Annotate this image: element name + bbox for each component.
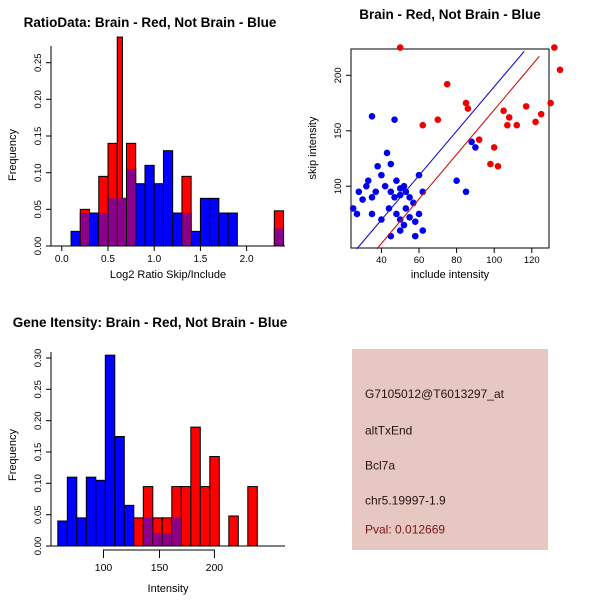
svg-text:include intensity: include intensity	[411, 269, 490, 281]
svg-text:Gene Itensity: Brain - Red, No: Gene Itensity: Brain - Red, Not Brain - …	[13, 315, 288, 330]
svg-text:150: 150	[151, 562, 169, 574]
svg-text:Bcl7a: Bcl7a	[365, 459, 395, 473]
svg-text:120: 120	[524, 255, 540, 266]
svg-text:0.20: 0.20	[33, 411, 44, 430]
svg-text:40: 40	[376, 255, 387, 266]
svg-text:0.05: 0.05	[33, 505, 44, 524]
svg-text:0.25: 0.25	[33, 53, 44, 71]
svg-text:2.0: 2.0	[240, 254, 254, 265]
svg-text:Brain - Red, Not Brain - Blue: Brain - Red, Not Brain - Blue	[359, 7, 541, 22]
svg-text:altTxEnd: altTxEnd	[365, 424, 412, 438]
svg-text:0.20: 0.20	[33, 90, 44, 109]
svg-text:100: 100	[333, 178, 344, 194]
svg-text:Frequency: Frequency	[7, 129, 19, 181]
svg-text:100: 100	[95, 562, 113, 574]
svg-text:60: 60	[414, 255, 425, 266]
svg-text:Pval: 0.012669: Pval: 0.012669	[365, 523, 445, 537]
svg-text:Intensity: Intensity	[148, 583, 189, 595]
svg-text:0.30: 0.30	[33, 349, 44, 368]
svg-text:0.10: 0.10	[33, 474, 44, 493]
svg-text:150: 150	[333, 123, 344, 139]
svg-text:0.15: 0.15	[33, 127, 44, 146]
svg-text:80: 80	[451, 255, 462, 266]
svg-text:0.0: 0.0	[55, 254, 69, 265]
svg-text:200: 200	[333, 67, 344, 83]
svg-text:0.10: 0.10	[33, 163, 44, 182]
svg-text:0.00: 0.00	[33, 537, 44, 556]
svg-text:0.25: 0.25	[33, 380, 44, 399]
svg-text:1.5: 1.5	[193, 254, 207, 265]
svg-text:0.00: 0.00	[33, 237, 44, 256]
svg-text:100: 100	[486, 255, 502, 266]
svg-text:Frequency: Frequency	[7, 429, 19, 481]
svg-text:200: 200	[206, 562, 224, 574]
svg-text:0.5: 0.5	[101, 254, 115, 265]
svg-text:G7105012@T6013297_at: G7105012@T6013297_at	[365, 387, 505, 401]
svg-text:Log2 Ratio Skip/Include: Log2 Ratio Skip/Include	[110, 269, 226, 281]
svg-text:skip intensity: skip intensity	[307, 116, 319, 179]
svg-text:1.0: 1.0	[147, 254, 161, 265]
svg-text:0.05: 0.05	[33, 200, 44, 219]
svg-text:chr5.19997-1.9: chr5.19997-1.9	[365, 493, 446, 507]
svg-text:0.15: 0.15	[33, 443, 44, 462]
svg-text:RatioData: Brain - Red, Not Br: RatioData: Brain - Red, Not Brain - Blue	[24, 15, 277, 30]
